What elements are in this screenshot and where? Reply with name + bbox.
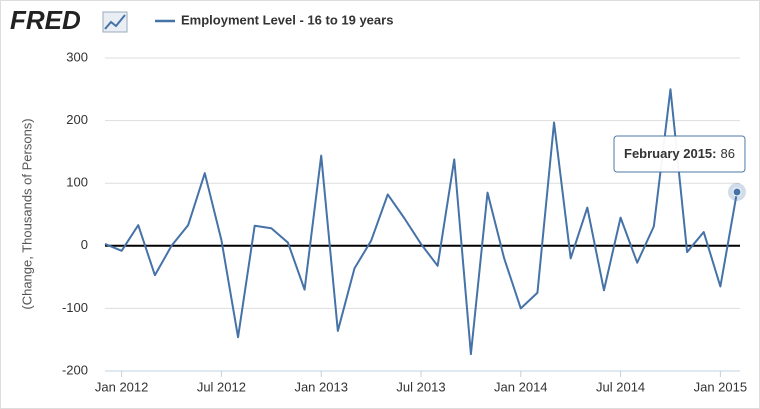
tooltip-box bbox=[613, 135, 746, 173]
x-tick-label: Jul 2012 bbox=[197, 379, 246, 394]
x-tick-label: Jul 2013 bbox=[396, 379, 445, 394]
x-tick-label: Jan 2015 bbox=[694, 379, 748, 394]
x-tick-label: Jan 2013 bbox=[294, 379, 348, 394]
series-line bbox=[104, 88, 738, 356]
x-tick-label: Jan 2014 bbox=[494, 379, 548, 394]
logo: FRED bbox=[10, 5, 81, 35]
x-tick-label: Jul 2014 bbox=[596, 379, 645, 394]
logo-icon bbox=[102, 11, 128, 33]
tooltip-value: 86 bbox=[721, 146, 735, 161]
legend-label: Employment Level - 16 to 19 years bbox=[181, 12, 393, 27]
y-axis-label: (Change, Thousands of Persons) bbox=[19, 118, 34, 309]
x-tick-label: Jan 2012 bbox=[95, 379, 149, 394]
tooltip-label: February 2015: bbox=[624, 146, 717, 161]
tooltip: February 2015: 86 bbox=[613, 135, 746, 173]
hover-point bbox=[732, 187, 742, 197]
y-tick-label: 200 bbox=[66, 112, 88, 127]
y-tick-label: -200 bbox=[62, 362, 88, 377]
y-tick-label: 100 bbox=[66, 175, 88, 190]
y-tick-label: 0 bbox=[81, 237, 88, 252]
y-tick-label: -100 bbox=[62, 300, 88, 315]
tooltip-text: February 2015: 86 bbox=[624, 146, 735, 161]
y-tick-label: 300 bbox=[66, 49, 88, 64]
